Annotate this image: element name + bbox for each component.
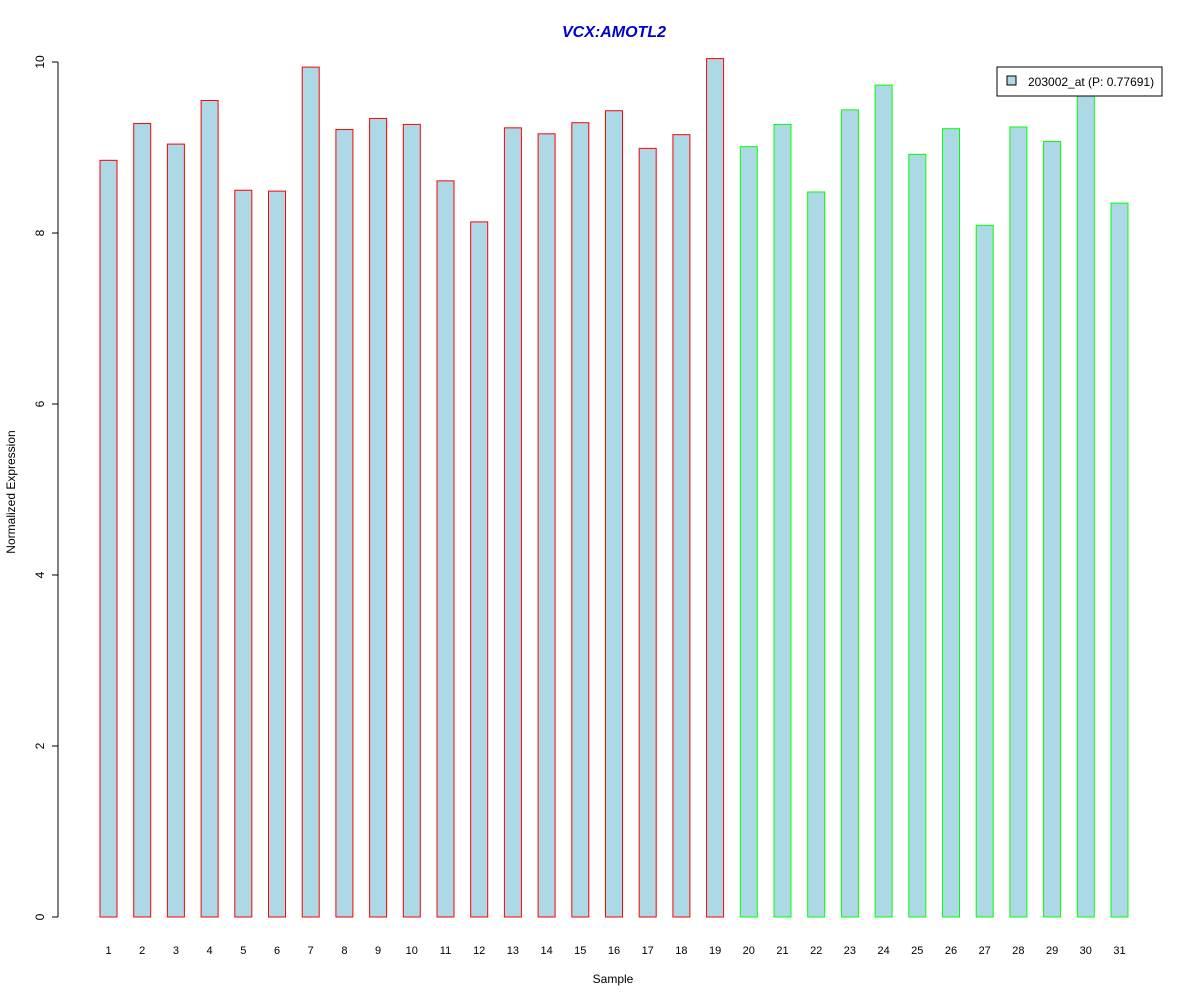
bars-group (99, 58, 1129, 918)
x-tick-label: 1 (105, 945, 111, 957)
legend-box (996, 66, 1163, 97)
x-tick-label: 6 (274, 945, 280, 957)
bar (133, 123, 152, 918)
bar (436, 180, 455, 918)
x-tick-label: 12 (473, 945, 485, 957)
bar (99, 159, 118, 918)
x-tick-label: 26 (945, 945, 957, 957)
bar (1076, 93, 1095, 918)
x-tick-label: 29 (1046, 945, 1058, 957)
x-tick-label: 30 (1080, 945, 1092, 957)
bar (672, 134, 691, 918)
legend: 203002_at (P: 0.77691) (996, 66, 1163, 97)
x-tick-labels: 1 2 3 4 5 6 7 8 9 10 11 12 13 14 15 16 17 18 19 20 21 22 23 24 2… (105, 945, 1125, 957)
bar (773, 123, 792, 918)
x-tick-label: 25 (911, 945, 923, 957)
bar (807, 191, 826, 918)
x-tick-label: 3 (173, 945, 179, 957)
bar (234, 189, 253, 918)
bar (605, 110, 623, 918)
y-axis-label: Normalized Expression (4, 430, 18, 553)
bar (706, 58, 725, 918)
bar (200, 99, 219, 918)
x-tick-label: 2 (139, 945, 145, 957)
x-tick-label: 23 (844, 945, 856, 957)
bar (942, 128, 960, 918)
bar (503, 127, 522, 918)
x-tick-label: 19 (709, 945, 721, 957)
y-tick-label: 4 (33, 571, 47, 578)
x-tick-label: 4 (207, 945, 213, 957)
y-tick-label: 0 (33, 913, 47, 920)
bar (874, 84, 893, 918)
bar (268, 190, 286, 918)
bar (908, 153, 927, 918)
bar (975, 224, 994, 918)
x-tick-label: 17 (642, 945, 654, 957)
x-axis-label: Sample (593, 972, 634, 986)
bar (470, 221, 489, 918)
bar (301, 66, 320, 918)
bar (840, 109, 859, 918)
x-tick-label: 20 (743, 945, 755, 957)
y-tick-label: 6 (33, 400, 47, 407)
legend-swatch (1006, 75, 1017, 86)
bar (369, 117, 388, 918)
bar (1009, 126, 1028, 918)
x-tick-label: 8 (341, 945, 347, 957)
x-tick-label: 18 (675, 945, 687, 957)
bar (1110, 202, 1129, 918)
legend-label: 203002_at (P: 0.77691) (1028, 75, 1154, 89)
x-tick-label: 15 (574, 945, 586, 957)
y-tick-label: 2 (33, 742, 47, 749)
x-tick-label: 11 (440, 945, 451, 957)
x-tick-label: 16 (608, 945, 620, 957)
x-tick-label: 21 (776, 945, 788, 957)
bar (166, 143, 185, 918)
y-tick-label: 10 (33, 55, 47, 69)
x-tick-label: 7 (308, 945, 314, 957)
y-axis: 0 2 4 6 8 10 (33, 55, 59, 920)
bar (638, 147, 657, 918)
x-tick-label: 27 (979, 945, 991, 957)
x-tick-label: 5 (240, 945, 246, 957)
y-tick-label: 8 (33, 229, 47, 236)
chart-title: VCX:AMOTL2 (562, 24, 666, 41)
x-tick-label: 13 (507, 945, 519, 957)
x-tick-label: 28 (1012, 945, 1024, 957)
x-tick-label: 14 (540, 945, 552, 957)
x-tick-label: 31 (1113, 945, 1125, 957)
x-tick-label: 9 (375, 945, 381, 957)
bar (739, 146, 758, 918)
bar (402, 123, 421, 918)
bar (571, 122, 590, 918)
bar (537, 133, 556, 918)
x-tick-label: 24 (877, 945, 889, 957)
x-tick-label: 10 (406, 945, 418, 957)
bar (335, 129, 354, 918)
x-tick-label: 22 (810, 945, 822, 957)
bar (1043, 141, 1062, 918)
